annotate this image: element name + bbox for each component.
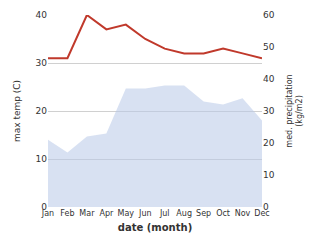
svg-text:Jun: Jun bbox=[138, 209, 152, 218]
svg-text:10: 10 bbox=[36, 154, 48, 164]
svg-text:40: 40 bbox=[36, 10, 48, 20]
svg-text:20: 20 bbox=[36, 106, 48, 116]
svg-text:max temp (C): max temp (C) bbox=[12, 80, 22, 142]
svg-text:Dec: Dec bbox=[254, 209, 269, 218]
svg-text:Aug: Aug bbox=[176, 209, 192, 218]
svg-text:med. precipitation(kg/m2): med. precipitation(kg/m2) bbox=[285, 74, 304, 147]
svg-text:Sep: Sep bbox=[196, 209, 211, 218]
svg-text:10: 10 bbox=[263, 170, 275, 180]
svg-text:30: 30 bbox=[36, 58, 48, 68]
svg-text:60: 60 bbox=[263, 10, 275, 20]
svg-text:Nov: Nov bbox=[235, 209, 251, 218]
svg-text:30: 30 bbox=[263, 106, 275, 116]
svg-text:Feb: Feb bbox=[60, 209, 74, 218]
svg-text:May: May bbox=[118, 209, 135, 218]
svg-text:50: 50 bbox=[263, 42, 275, 52]
svg-text:0: 0 bbox=[263, 202, 269, 212]
svg-text:date (month): date (month) bbox=[118, 222, 192, 233]
svg-text:Mar: Mar bbox=[79, 209, 95, 218]
svg-text:Oct: Oct bbox=[216, 209, 230, 218]
svg-text:40: 40 bbox=[263, 74, 275, 84]
svg-text:Jan: Jan bbox=[41, 209, 54, 218]
svg-text:Apr: Apr bbox=[99, 209, 114, 218]
svg-text:Jul: Jul bbox=[159, 209, 170, 218]
svg-text:0: 0 bbox=[41, 202, 47, 212]
svg-text:20: 20 bbox=[263, 138, 275, 148]
